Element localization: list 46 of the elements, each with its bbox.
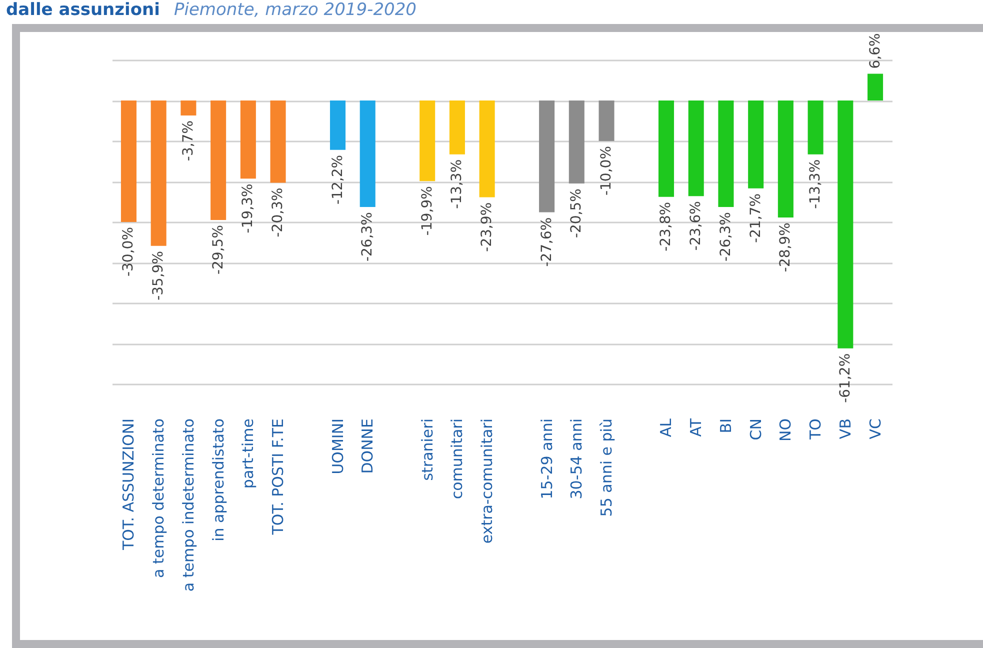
x-tick-label: a tempo determinato bbox=[150, 418, 168, 578]
data-label: -13,3% bbox=[449, 159, 466, 209]
x-tick-label: TOT. ASSUNZIONI bbox=[120, 418, 138, 552]
x-tick-label: DONNE bbox=[358, 418, 377, 474]
data-label: -20,3% bbox=[270, 188, 286, 238]
x-tick-label: extra-comunitari bbox=[478, 418, 496, 544]
x-tick-label: AT bbox=[687, 418, 706, 437]
data-label: -3,7% bbox=[180, 120, 196, 162]
data-label: -61,2% bbox=[837, 353, 854, 403]
x-tick-label: TOT. POSTI F.TE bbox=[269, 418, 288, 536]
x-tick-label: a tempo indeterminato bbox=[179, 418, 198, 592]
data-label: -12,2% bbox=[330, 154, 346, 204]
x-tick-label: part-time bbox=[239, 418, 258, 489]
data-label: -23,8% bbox=[658, 202, 674, 252]
data-label: -29,5% bbox=[210, 224, 226, 275]
data-label: -23,9% bbox=[479, 202, 496, 252]
x-tick-label: NO bbox=[776, 418, 795, 442]
x-tick-label: comunitari bbox=[448, 418, 466, 500]
data-label: -10,0% bbox=[598, 146, 615, 196]
x-tick-label: AL bbox=[657, 418, 676, 438]
data-label: -13,3% bbox=[808, 159, 824, 209]
chart-title: dalle assunzioni bbox=[6, 0, 160, 20]
x-tick-label: stranieri bbox=[418, 418, 436, 481]
x-tick-label: CN bbox=[746, 418, 765, 440]
chart-subtitle: Piemonte, marzo 2019-2020 bbox=[174, 0, 416, 20]
x-tick-label: in apprendistato bbox=[209, 418, 228, 542]
data-label: -27,6% bbox=[538, 217, 555, 267]
data-label: -35,9% bbox=[150, 250, 167, 300]
data-label: -19,3% bbox=[240, 184, 256, 234]
data-label: -19,9% bbox=[419, 186, 436, 236]
x-tick-label: 30-54 anni bbox=[568, 418, 586, 500]
x-tick-label: UOMINI bbox=[328, 418, 347, 474]
x-tick-label: BI bbox=[716, 418, 735, 434]
x-tick-label: 55 anni e più bbox=[598, 418, 616, 517]
data-label: -30,0% bbox=[120, 227, 137, 277]
x-tick-label: VC bbox=[866, 418, 884, 440]
data-label: 6,6% bbox=[867, 33, 884, 69]
data-label: -28,9% bbox=[778, 222, 794, 272]
x-tick-label: 15-29 anni bbox=[538, 418, 556, 500]
data-label: -23,6% bbox=[688, 201, 704, 251]
data-label: -21,7% bbox=[748, 193, 764, 243]
data-label: -20,5% bbox=[568, 188, 585, 238]
x-tick-label: TO bbox=[806, 418, 825, 440]
data-label: -26,3% bbox=[360, 212, 376, 262]
data-label: -26,3% bbox=[718, 212, 734, 262]
x-tick-label: VB bbox=[836, 418, 854, 440]
